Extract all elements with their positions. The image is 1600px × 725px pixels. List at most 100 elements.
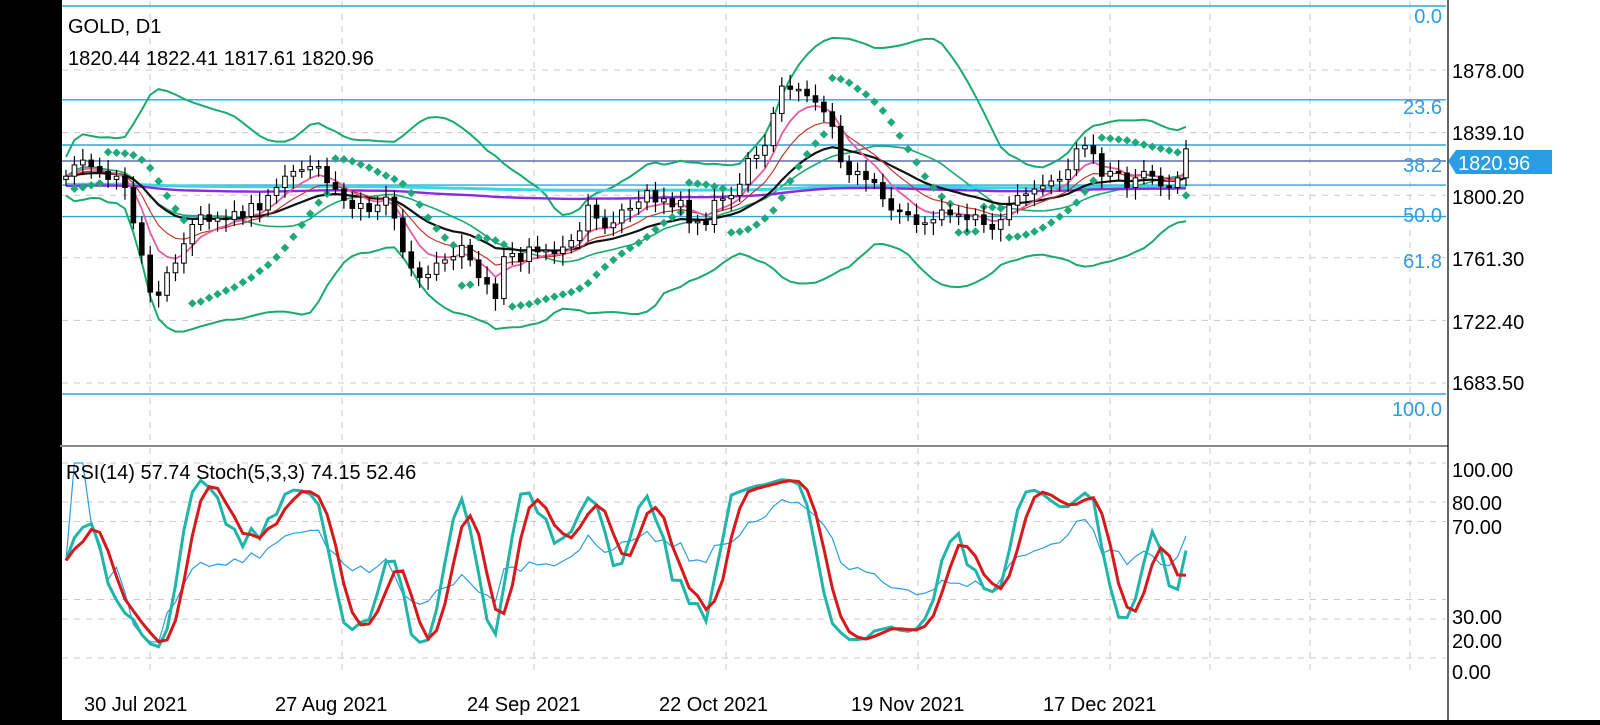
candle-body [981,214,987,225]
oscillator-tick: 0.00 [1452,662,1491,684]
candle-body [475,259,482,279]
current-price-tag: 1820.96 [1448,150,1552,175]
candle-body [627,207,634,211]
candle-body [576,230,583,242]
sar-dot [204,293,214,303]
sar-dot [314,198,323,207]
sar-dot [255,266,264,276]
fibonacci-retracement[interactable] [62,5,1446,395]
candle-body [863,170,869,180]
time-label: 19 Nov 2021 [851,694,964,716]
sar-dot [289,232,298,241]
sar-dot [398,179,408,189]
candle-body [854,170,861,176]
candle-body [400,217,406,253]
candle-body [1048,180,1055,187]
fib-label: 38.2 [1403,155,1442,177]
sar-dot [171,204,180,213]
candle-body [602,217,608,229]
candle-body [669,198,676,208]
sar-dot [524,299,534,309]
sar-dot [137,155,147,164]
candlestick-series[interactable] [63,74,1189,311]
bollinger-middle [65,145,1187,263]
sar-dot [381,171,391,180]
candle-body [172,262,179,274]
candle-body [298,169,305,172]
candle-body [804,88,810,97]
sar-dot [305,209,315,218]
candle-body [442,259,448,264]
sar-dot [508,302,517,311]
oscillator-axis[interactable]: 100.00 80.00 70.00 30.00 20.00 0.00 [1452,460,1513,684]
candle-body [223,217,229,221]
candle-body [972,214,979,221]
sar-dot [120,149,130,158]
sar-dot [491,236,500,245]
candle-body [366,203,372,213]
candle-body [560,246,566,254]
sar-dot [238,278,248,287]
ma-purple-line [65,184,1187,201]
candle-body [652,190,659,203]
sar-dot [331,154,340,163]
candle-body [383,196,389,206]
oscillator-tick: 70.00 [1452,517,1502,539]
current-price-value: 1820.96 [1458,153,1530,175]
candle-body [913,214,920,225]
price-axis[interactable]: 1878.00 1839.10 1800.20 1761.30 1722.40 … [1452,61,1524,395]
sar-dot [373,167,382,177]
candle-body [357,203,364,209]
candle-body [534,246,541,253]
sar-dot [364,163,374,172]
candle-body [997,219,1004,230]
candle-body [63,175,69,180]
candle-body [947,209,954,216]
sar-dot [339,155,349,164]
candle-body [1023,193,1029,197]
candle-body [467,244,474,261]
sar-dot [533,297,542,306]
sar-dot [78,183,88,192]
candle-body [1090,145,1097,155]
candle-body [1107,170,1114,177]
candle-body [1065,169,1071,180]
candle-body [458,244,465,258]
sar-dot [465,280,475,289]
candle-body [711,199,718,225]
candle-body [568,240,575,248]
candle-body [829,111,836,127]
fib-label: 0.0 [1414,6,1442,28]
candle-body [1082,145,1088,150]
candle-body [509,252,516,258]
candle-body [551,249,558,254]
candle-body [391,196,398,219]
candle-body [349,199,356,209]
candle-body [273,186,280,197]
time-axis[interactable]: 30 Jul 2021 27 Aug 2021 24 Sep 2021 22 O… [84,694,1156,716]
sar-dot [449,241,458,250]
candle-body [1132,177,1139,188]
sar-dot [188,299,197,308]
sar-dot [70,184,79,193]
candle-body [130,186,137,224]
candle-body [1174,177,1181,188]
candle-body [618,209,625,224]
candle-body [821,101,827,113]
candle-body [197,214,204,225]
time-label: 27 Aug 2021 [275,694,387,716]
candle-body [1073,148,1080,171]
sar-dot [95,179,104,188]
candle-body [332,182,339,190]
candle-body [80,159,86,166]
sar-dot [567,287,576,297]
sar-dot [145,163,155,173]
candle-body [450,256,457,261]
bollinger-upper [65,36,1187,217]
candle-body [880,182,886,200]
candle-body [686,199,692,224]
candle-body [762,145,768,156]
sar-dot [390,174,399,184]
